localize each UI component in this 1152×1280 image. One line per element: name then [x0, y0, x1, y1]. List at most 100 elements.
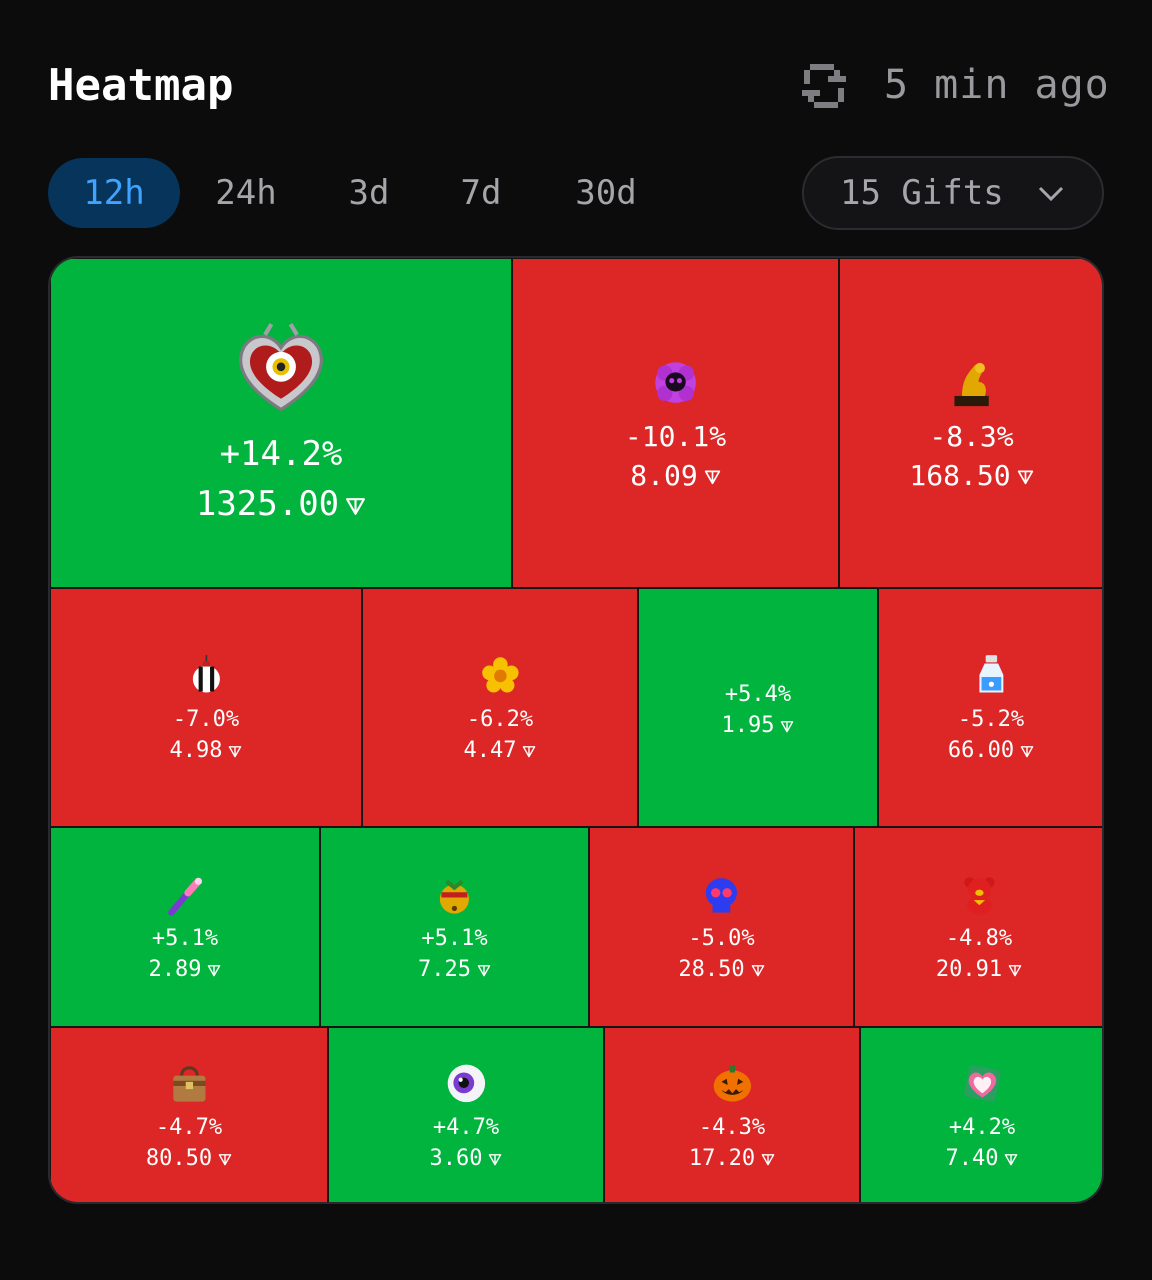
- price-change-label: -10.1%: [624, 419, 727, 453]
- tab-7d[interactable]: 7d: [460, 173, 502, 213]
- price-value: 4.47: [463, 737, 517, 763]
- ton-diamond-icon: [761, 1153, 775, 1166]
- price-value: 17.20: [688, 1145, 756, 1171]
- ton-diamond-icon: [1005, 1153, 1018, 1166]
- ton-diamond-icon: [218, 1153, 232, 1166]
- price-change-label: +4.7%: [432, 1114, 500, 1140]
- magic-wand-icon: [167, 877, 202, 916]
- tab-30d[interactable]: 30d: [575, 173, 637, 213]
- yellow-flower-icon: [481, 657, 519, 693]
- blue-skull-icon: [705, 877, 738, 913]
- price-value: 66.00: [947, 737, 1015, 763]
- price-label: 7.40: [946, 1146, 1019, 1171]
- potion-bottle-icon: [979, 655, 1003, 693]
- ton-diamond-icon: [1020, 745, 1034, 758]
- price-change-label: +5.1%: [421, 926, 488, 952]
- striped-ornament-icon: [192, 655, 220, 693]
- price-value: 80.50: [145, 1145, 213, 1171]
- price-label: 1.95: [722, 713, 795, 738]
- ton-diamond-icon: [781, 720, 794, 732]
- refresh-icon[interactable]: [800, 60, 848, 112]
- price-change-label: -6.2%: [466, 706, 534, 732]
- gifts-filter-label: 15 Gifts: [840, 173, 1004, 213]
- heatmap-cell[interactable]: +14.2% 1325.00: [50, 258, 512, 588]
- gifts-filter-dropdown[interactable]: 15 Gifts: [802, 156, 1104, 230]
- price-value: 168.50: [909, 458, 1011, 492]
- ton-diamond-icon: [489, 1153, 502, 1166]
- heatmap-cell[interactable]: -7.0% 4.98: [50, 588, 362, 827]
- price-value: 1325.00: [195, 484, 340, 524]
- heatmap-cell[interactable]: -8.3% 168.50: [839, 258, 1102, 588]
- price-value: 7.25: [418, 957, 471, 983]
- price-change-label: +5.1%: [151, 926, 219, 952]
- heatmap-cell[interactable]: -6.2% 4.47: [362, 588, 638, 827]
- price-value: 2.89: [148, 957, 202, 983]
- heatmap-cell[interactable]: -5.0% 28.50: [589, 827, 854, 1027]
- heart-eye-locket-icon: [239, 323, 323, 412]
- price-change-label: -7.0%: [172, 706, 240, 732]
- last-updated-text: 5 min ago: [884, 62, 1110, 108]
- heatmap-cell[interactable]: -10.1% 8.09: [512, 258, 839, 588]
- price-value: 3.60: [429, 1145, 483, 1171]
- price-change-label: -4.3%: [698, 1114, 766, 1140]
- heatmap-cell[interactable]: -4.7% 80.50: [50, 1027, 328, 1202]
- heatmap-cell[interactable]: +5.1% 2.89: [50, 827, 320, 1027]
- heatmap-cell[interactable]: -4.3% 17.20: [604, 1027, 860, 1202]
- price-label: 20.91: [936, 957, 1022, 982]
- ton-diamond-icon: [477, 965, 491, 977]
- ton-diamond-icon: [208, 965, 221, 977]
- heatmap-cell[interactable]: +5.4% 1.95: [638, 588, 878, 827]
- golden-arm-trophy-icon: [954, 363, 989, 407]
- heatmap-cell[interactable]: +4.2% 7.40: [860, 1027, 1102, 1202]
- ton-diamond-icon: [1008, 965, 1022, 977]
- heatmap-cell[interactable]: +4.7% 3.60: [328, 1027, 604, 1202]
- price-label: 80.50: [146, 1146, 232, 1171]
- price-label: 4.98: [170, 738, 243, 763]
- price-value: 4.98: [169, 737, 223, 763]
- price-value: 28.50: [678, 957, 745, 983]
- price-change-label: -8.3%: [929, 419, 1014, 453]
- price-change-label: -5.0%: [688, 926, 755, 952]
- heatmap-cell[interactable]: +5.1% 7.25: [320, 827, 589, 1027]
- ton-diamond-icon: [751, 965, 764, 977]
- ton-diamond-icon: [1017, 470, 1033, 485]
- price-change-label: -4.7%: [155, 1114, 223, 1140]
- heatmap-cell[interactable]: -4.8% 20.91: [854, 827, 1102, 1027]
- price-label: 2.89: [149, 957, 222, 982]
- price-change-label: -4.8%: [945, 926, 1013, 952]
- price-value: 7.40: [945, 1145, 999, 1171]
- price-value: 20.91: [935, 957, 1003, 983]
- red-teddy-bear-icon: [963, 876, 995, 915]
- price-label: 28.50: [678, 957, 764, 982]
- price-label: 1325.00: [196, 484, 366, 524]
- leather-handbag-icon: [172, 1066, 206, 1102]
- price-change-label: +14.2%: [219, 434, 343, 474]
- price-change-label: -5.2%: [957, 706, 1025, 732]
- jack-o-lantern-icon: [713, 1065, 751, 1102]
- tab-3d[interactable]: 3d: [348, 173, 390, 213]
- eyeball-icon: [447, 1064, 485, 1103]
- price-label: 7.25: [418, 957, 491, 982]
- ton-diamond-icon: [346, 498, 366, 515]
- price-label: 3.60: [430, 1146, 503, 1171]
- price-label: 8.09: [630, 459, 720, 492]
- heatmap-cell[interactable]: -5.2% 66.00: [878, 588, 1102, 827]
- ton-diamond-icon: [704, 470, 720, 485]
- page-title: Heatmap: [48, 60, 234, 111]
- jingle-bell-icon: [439, 879, 470, 914]
- price-value: 1.95: [721, 712, 775, 738]
- chevron-down-icon: [1038, 186, 1064, 202]
- heatmap-grid: +14.2% 1325.00 -10.1% 8.09 -8.3% 168.50 -7.0% 4…: [48, 256, 1104, 1204]
- price-label: 4.47: [464, 738, 537, 763]
- tab-24h[interactable]: 24h: [215, 173, 277, 213]
- price-label: 66.00: [948, 738, 1034, 763]
- purple-skull-flower-icon: [655, 362, 696, 404]
- price-value: 8.09: [630, 458, 698, 492]
- ton-diamond-icon: [523, 745, 536, 758]
- price-label: 17.20: [689, 1146, 775, 1171]
- heart-box-icon: [963, 1065, 1001, 1102]
- price-label: 168.50: [909, 459, 1033, 492]
- price-change-label: +5.4%: [724, 681, 792, 707]
- tab-12h[interactable]: 12h: [48, 158, 180, 228]
- price-change-label: +4.2%: [948, 1114, 1016, 1140]
